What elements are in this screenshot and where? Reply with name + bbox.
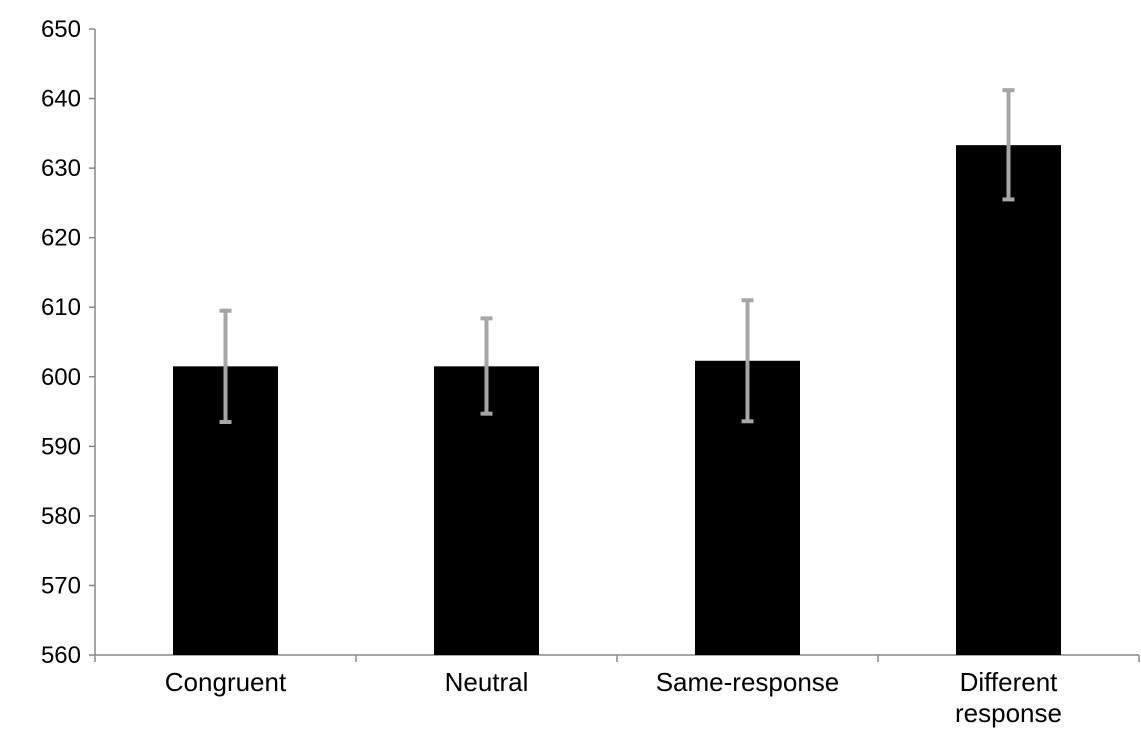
y-tick-label: 560 (41, 642, 81, 669)
y-tick-label: 650 (41, 16, 81, 43)
x-axis: Congruent Neutral Same-response Different re… (94, 654, 1140, 728)
bars (173, 145, 1061, 655)
x-category-label: Neutral (445, 667, 529, 697)
y-axis: 560 570 580 590 600 610 620 630 640 650 (41, 16, 96, 669)
error-bar (741, 298, 754, 424)
y-tick-label: 590 (41, 433, 81, 460)
error-bars (219, 88, 1015, 424)
x-category-label: Same-response (656, 667, 840, 697)
error-bar (480, 316, 493, 416)
bar (956, 145, 1061, 655)
y-tick-label: 600 (41, 364, 81, 391)
x-category-label: Congruent (165, 667, 287, 697)
x-category-label: Different response (955, 667, 1062, 728)
y-tick-label: 630 (41, 155, 81, 182)
error-bar (1002, 88, 1015, 202)
y-tick-label: 640 (41, 86, 81, 113)
error-bar (219, 308, 232, 424)
y-tick-label: 620 (41, 225, 81, 252)
y-tick-label: 610 (41, 294, 81, 321)
y-tick-label: 570 (41, 572, 81, 599)
y-tick-label: 580 (41, 503, 81, 530)
